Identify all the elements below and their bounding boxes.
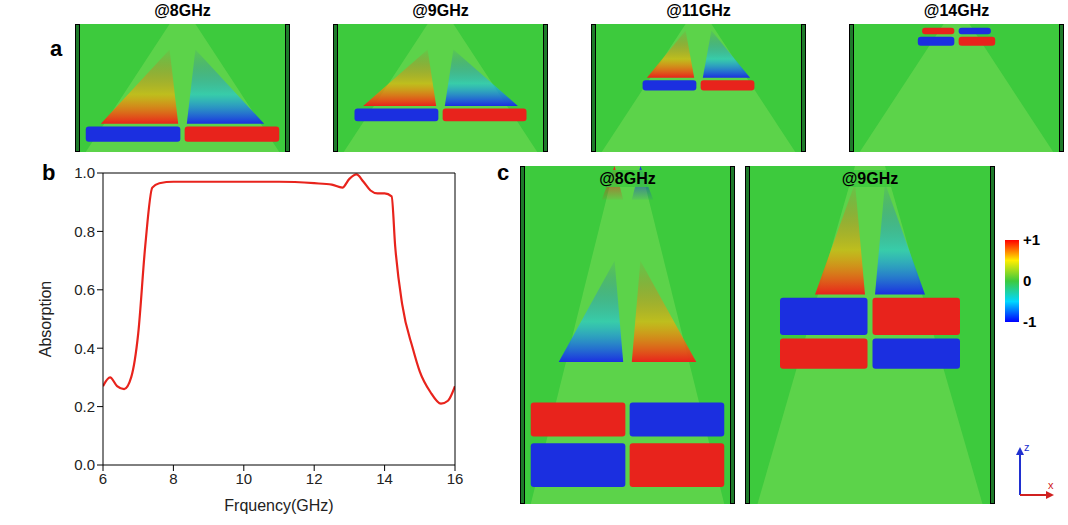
svg-text:z: z xyxy=(1024,441,1030,453)
html-text:@8GHz: @8GHz xyxy=(599,170,656,187)
svg-text:-1: -1 xyxy=(1023,313,1036,330)
svg-text:8: 8 xyxy=(169,470,177,487)
svg-text:10: 10 xyxy=(235,470,252,487)
svg-text:0.4: 0.4 xyxy=(74,340,95,357)
svg-text:Frquency(GHz): Frquency(GHz) xyxy=(224,497,333,514)
html-text:@11GHz: @11GHz xyxy=(666,2,731,19)
svg-text:0.2: 0.2 xyxy=(74,398,95,415)
svg-text:x: x xyxy=(1048,479,1054,491)
html-text:@9GHz: @9GHz xyxy=(841,170,899,187)
html-text:c: c xyxy=(497,160,510,185)
html-text:a: a xyxy=(50,36,63,61)
html-text:b: b xyxy=(42,160,56,185)
html-text:@8GHz: @8GHz xyxy=(154,2,211,19)
svg-text:+1: +1 xyxy=(1023,231,1040,248)
svg-text:0: 0 xyxy=(1023,272,1031,289)
svg-text:Absorption: Absorption xyxy=(37,281,54,358)
html-text:@9GHz: @9GHz xyxy=(412,2,469,19)
svg-text:14: 14 xyxy=(376,470,393,487)
svg-text:0.8: 0.8 xyxy=(74,223,95,240)
svg-text:16: 16 xyxy=(447,470,464,487)
svg-text:12: 12 xyxy=(306,470,323,487)
svg-text:0.6: 0.6 xyxy=(74,281,95,298)
html-text:@14GHz: @14GHz xyxy=(923,2,990,19)
svg-text:1.0: 1.0 xyxy=(74,164,95,181)
svg-text:0.0: 0.0 xyxy=(74,456,95,473)
svg-text:6: 6 xyxy=(99,470,107,487)
